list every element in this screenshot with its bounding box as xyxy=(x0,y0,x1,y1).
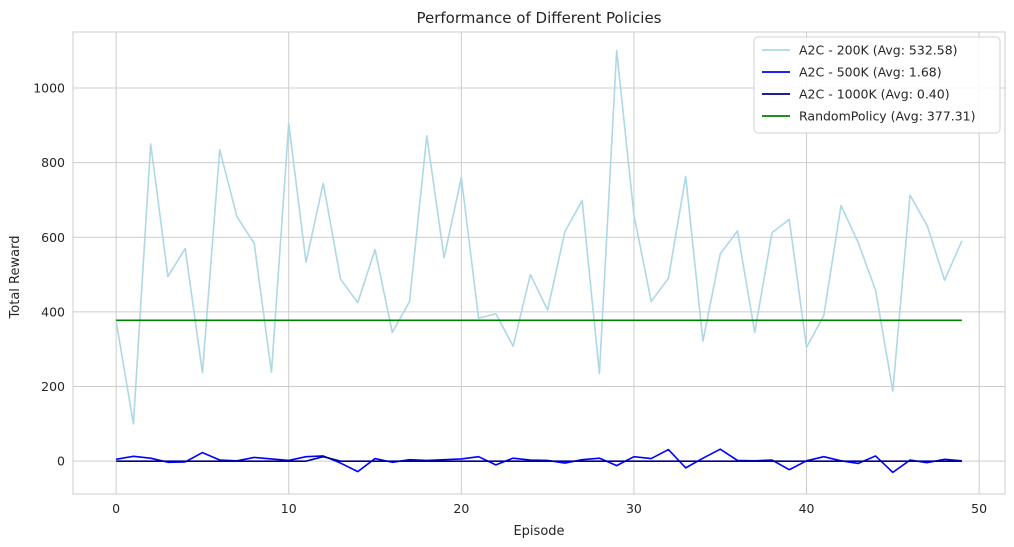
y-tick-label: 400 xyxy=(41,304,65,319)
y-tick-label: 200 xyxy=(41,379,65,394)
x-tick-label: 0 xyxy=(112,501,120,516)
legend-label: A2C - 200K (Avg: 532.58) xyxy=(799,43,958,58)
legend: A2C - 200K (Avg: 532.58) A2C - 500K (Avg:… xyxy=(753,36,1001,134)
x-tick-label: 20 xyxy=(453,501,469,516)
y-tick-label: 1000 xyxy=(33,80,65,95)
legend-label: A2C - 500K (Avg: 1.68) xyxy=(799,65,942,80)
series-layer xyxy=(115,49,963,474)
series-line-2 xyxy=(116,448,962,474)
axis-ticks: 0 10 20 30 40 50 0 200 400 600 800 1000 xyxy=(33,80,987,516)
y-tick-label: 0 xyxy=(57,454,65,469)
plot-area xyxy=(72,31,1006,495)
y-tick-label: 800 xyxy=(41,155,65,170)
legend-label: RandomPolicy (Avg: 377.31) xyxy=(799,109,976,124)
x-tick-label: 50 xyxy=(971,501,987,516)
legend-box xyxy=(753,36,1001,134)
legend-label: A2C - 1000K (Avg: 0.40) xyxy=(799,87,950,102)
x-tick-label: 30 xyxy=(626,501,642,516)
x-axis-label: Episode xyxy=(513,524,564,539)
series-line-3 xyxy=(116,455,962,462)
x-tick-label: 40 xyxy=(799,501,815,516)
y-axis-label: Total Reward xyxy=(8,236,23,320)
x-tick-label: 10 xyxy=(281,501,297,516)
chart-title: Performance of Different Policies xyxy=(416,9,661,27)
y-tick-label: 600 xyxy=(41,230,65,245)
